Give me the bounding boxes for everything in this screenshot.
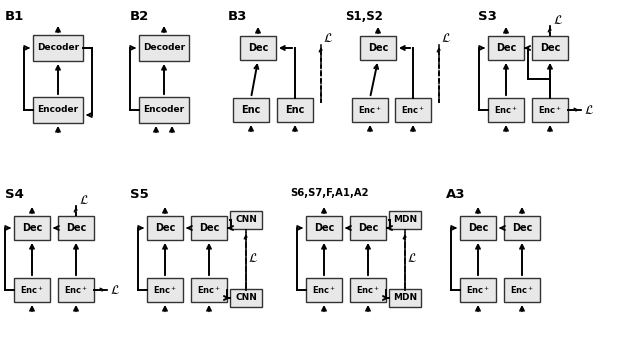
Text: S3: S3 [478,10,497,23]
Text: $\mathcal{L}$: $\mathcal{L}$ [584,103,594,116]
Text: $\mathcal{L}$: $\mathcal{L}$ [553,15,563,28]
Text: S4: S4 [5,188,24,201]
Text: $\mathcal{L}$: $\mathcal{L}$ [441,33,451,45]
Bar [395,98,431,122]
Bar [58,216,94,240]
Bar [14,216,50,240]
Bar [504,216,540,240]
Text: Dec: Dec [66,223,86,233]
Text: $\mathcal{L}$: $\mathcal{L}$ [248,252,258,266]
Bar [58,278,94,302]
Text: S1,S2: S1,S2 [345,10,383,23]
Bar [460,216,496,240]
Bar [306,216,342,240]
Text: B1: B1 [5,10,24,23]
Text: Dec: Dec [368,43,388,53]
Text: Enc: Enc [285,105,305,115]
Bar [488,36,524,60]
Bar [33,35,83,61]
Bar [240,36,276,60]
Bar [230,211,262,229]
Bar [389,289,421,307]
Bar [233,98,269,122]
Text: Enc$^+$: Enc$^+$ [538,104,562,116]
Text: Decoder: Decoder [37,44,79,53]
Text: B3: B3 [228,10,248,23]
Text: $\mathcal{L}$: $\mathcal{L}$ [407,252,417,266]
Text: MDN: MDN [393,294,417,303]
Bar [532,36,568,60]
Text: CNN: CNN [235,294,257,303]
Text: A3: A3 [446,188,465,201]
Text: Enc$^+$: Enc$^+$ [494,104,518,116]
Text: Dec: Dec [22,223,42,233]
Bar [389,211,421,229]
Text: Enc$^+$: Enc$^+$ [197,284,221,296]
Text: Encoder: Encoder [37,106,79,115]
Text: Enc$^+$: Enc$^+$ [510,284,534,296]
Text: Enc$^+$: Enc$^+$ [466,284,490,296]
Text: Dec: Dec [199,223,219,233]
Text: Dec: Dec [512,223,532,233]
Bar [306,278,342,302]
Bar [191,278,227,302]
Text: Dec: Dec [540,43,560,53]
Text: Dec: Dec [468,223,488,233]
Bar [191,216,227,240]
Bar [352,98,388,122]
Text: $\mathcal{L}$: $\mathcal{L}$ [79,194,89,208]
Bar [488,98,524,122]
Text: Dec: Dec [155,223,175,233]
Text: Enc$^+$: Enc$^+$ [64,284,88,296]
Bar [33,97,83,123]
Bar [360,36,396,60]
Text: $\mathcal{L}$: $\mathcal{L}$ [110,284,120,296]
Text: Dec: Dec [314,223,334,233]
Bar [350,216,386,240]
Text: Decoder: Decoder [143,44,185,53]
Text: Dec: Dec [496,43,516,53]
Bar [460,278,496,302]
Bar [147,278,183,302]
Text: Enc: Enc [241,105,260,115]
Bar [139,35,189,61]
Text: Encoder: Encoder [143,106,184,115]
Bar [139,97,189,123]
Bar [14,278,50,302]
Bar [230,289,262,307]
Bar [504,278,540,302]
Text: Enc$^+$: Enc$^+$ [358,104,382,116]
Text: Enc$^+$: Enc$^+$ [312,284,336,296]
Text: Dec: Dec [358,223,378,233]
Text: Enc$^+$: Enc$^+$ [153,284,177,296]
Text: S5: S5 [130,188,148,201]
Text: Enc$^+$: Enc$^+$ [356,284,380,296]
Text: Dec: Dec [248,43,268,53]
Text: Enc$^+$: Enc$^+$ [20,284,44,296]
Text: S6,S7,F,A1,A2: S6,S7,F,A1,A2 [290,188,369,198]
Bar [277,98,313,122]
Bar [147,216,183,240]
Bar [350,278,386,302]
Text: Enc$^+$: Enc$^+$ [401,104,425,116]
Bar [532,98,568,122]
Text: $\mathcal{L}$: $\mathcal{L}$ [323,33,333,45]
Text: MDN: MDN [393,216,417,224]
Text: B2: B2 [130,10,149,23]
Text: CNN: CNN [235,216,257,224]
